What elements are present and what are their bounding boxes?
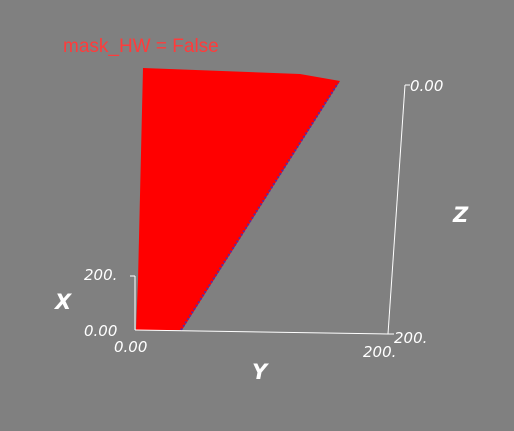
- red-surface-mesh: [136, 68, 340, 330]
- y-axis-line: [134, 329, 389, 335]
- x-tick-label-200: 200.: [84, 266, 117, 284]
- z-axis-name: Z: [452, 203, 469, 227]
- y-tick-label-0: 0.00: [114, 338, 147, 356]
- axes-cube-axis-lines: [130, 84, 410, 335]
- mask-hw-title-label: mask_HW = False: [63, 36, 219, 57]
- x-tick-label-0: 0.00: [84, 322, 117, 340]
- y-tick-label-200: 200.: [363, 343, 396, 361]
- z-tick-label-0: 0.00: [410, 77, 443, 95]
- y-axis-name: Y: [252, 360, 269, 384]
- x-axis-name: X: [53, 290, 73, 314]
- z-axis-line: [387, 84, 406, 335]
- z-tick-label-200: 200.: [394, 329, 427, 347]
- surface-edge-line: [180, 82, 339, 331]
